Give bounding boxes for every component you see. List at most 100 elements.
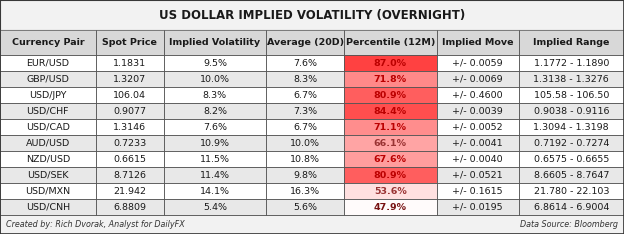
- Text: 9.5%: 9.5%: [203, 58, 227, 67]
- Bar: [437, 87, 519, 103]
- Bar: [163, 55, 266, 71]
- Text: USD/CNH: USD/CNH: [26, 203, 70, 212]
- Bar: [95, 183, 163, 199]
- Bar: [95, 103, 163, 119]
- Bar: [519, 103, 624, 119]
- Text: 53.6%: 53.6%: [374, 187, 407, 196]
- Bar: [0, 199, 95, 215]
- Bar: [344, 103, 437, 119]
- Bar: [0, 71, 95, 87]
- Text: 71.8%: 71.8%: [374, 75, 407, 84]
- Text: USD/CHF: USD/CHF: [27, 107, 69, 116]
- Bar: [437, 199, 519, 215]
- Text: 8.3%: 8.3%: [293, 75, 317, 84]
- Bar: [437, 151, 519, 167]
- Bar: [519, 119, 624, 135]
- Text: +/- 0.0040: +/- 0.0040: [452, 155, 503, 164]
- Bar: [163, 199, 266, 215]
- Text: Average (20D): Average (20D): [266, 38, 344, 47]
- Text: 1.3146: 1.3146: [113, 123, 146, 132]
- Text: +/- 0.0195: +/- 0.0195: [452, 203, 503, 212]
- Text: USD/CAD: USD/CAD: [26, 123, 70, 132]
- Bar: [344, 199, 437, 215]
- Bar: [95, 103, 163, 119]
- Text: Data Source: Bloomberg: Data Source: Bloomberg: [520, 220, 618, 229]
- Text: Currency Pair: Currency Pair: [11, 38, 84, 47]
- Text: 1.1831: 1.1831: [113, 58, 146, 67]
- Bar: [344, 30, 437, 55]
- Bar: [163, 30, 266, 55]
- Text: 71.1%: 71.1%: [374, 123, 407, 132]
- Bar: [344, 55, 437, 71]
- Text: 0.9038 - 0.9116: 0.9038 - 0.9116: [534, 107, 609, 116]
- Bar: [344, 55, 437, 71]
- Text: 67.6%: 67.6%: [374, 155, 407, 164]
- Text: Implied Move: Implied Move: [442, 38, 514, 47]
- Bar: [95, 87, 163, 103]
- Bar: [0, 30, 95, 55]
- Bar: [95, 55, 163, 71]
- Bar: [344, 119, 437, 135]
- Text: 80.9%: 80.9%: [374, 91, 407, 99]
- Bar: [95, 199, 163, 215]
- Text: 105.58 - 106.50: 105.58 - 106.50: [534, 91, 609, 99]
- Bar: [163, 119, 266, 135]
- Text: +/- 0.0041: +/- 0.0041: [452, 139, 503, 148]
- Bar: [266, 119, 344, 135]
- Text: USD/SEK: USD/SEK: [27, 171, 69, 180]
- Bar: [437, 30, 519, 55]
- Bar: [266, 183, 344, 199]
- Bar: [0, 119, 95, 135]
- Bar: [519, 103, 624, 119]
- Text: USD/JPY: USD/JPY: [29, 91, 67, 99]
- Bar: [0, 167, 95, 183]
- Text: 11.4%: 11.4%: [200, 171, 230, 180]
- Bar: [266, 135, 344, 151]
- Bar: [519, 167, 624, 183]
- Bar: [266, 151, 344, 167]
- Bar: [163, 151, 266, 167]
- Bar: [266, 199, 344, 215]
- Text: 1.1772 - 1.1890: 1.1772 - 1.1890: [534, 58, 609, 67]
- Bar: [437, 167, 519, 183]
- Text: 6.8614 - 6.9004: 6.8614 - 6.9004: [534, 203, 609, 212]
- Bar: [0, 215, 624, 234]
- Text: 1.3094 - 1.3198: 1.3094 - 1.3198: [534, 123, 609, 132]
- Bar: [519, 167, 624, 183]
- Bar: [266, 55, 344, 71]
- Bar: [344, 199, 437, 215]
- Text: +/- 0.0069: +/- 0.0069: [452, 75, 503, 84]
- Text: 21.780 - 22.103: 21.780 - 22.103: [534, 187, 609, 196]
- Bar: [344, 151, 437, 167]
- Text: EUR/USD: EUR/USD: [26, 58, 69, 67]
- Bar: [0, 151, 95, 167]
- Text: 6.7%: 6.7%: [293, 123, 317, 132]
- Bar: [163, 167, 266, 183]
- Text: 106.04: 106.04: [113, 91, 146, 99]
- Text: Implied Volatility: Implied Volatility: [169, 38, 260, 47]
- Bar: [519, 55, 624, 71]
- Bar: [266, 71, 344, 87]
- Text: 1.3207: 1.3207: [113, 75, 146, 84]
- Bar: [95, 71, 163, 87]
- Bar: [437, 87, 519, 103]
- Text: +/- 0.0059: +/- 0.0059: [452, 58, 503, 67]
- Bar: [344, 135, 437, 151]
- Text: 7.6%: 7.6%: [203, 123, 227, 132]
- Bar: [95, 71, 163, 87]
- Bar: [95, 135, 163, 151]
- Bar: [266, 55, 344, 71]
- Bar: [0, 199, 95, 215]
- Bar: [519, 119, 624, 135]
- Text: +/- 0.4600: +/- 0.4600: [452, 91, 503, 99]
- Bar: [266, 119, 344, 135]
- Bar: [95, 119, 163, 135]
- Bar: [95, 151, 163, 167]
- Bar: [0, 167, 95, 183]
- Bar: [437, 199, 519, 215]
- Bar: [0, 87, 95, 103]
- Text: GBP/USD: GBP/USD: [26, 75, 69, 84]
- Bar: [344, 135, 437, 151]
- Bar: [95, 30, 163, 55]
- Bar: [266, 71, 344, 87]
